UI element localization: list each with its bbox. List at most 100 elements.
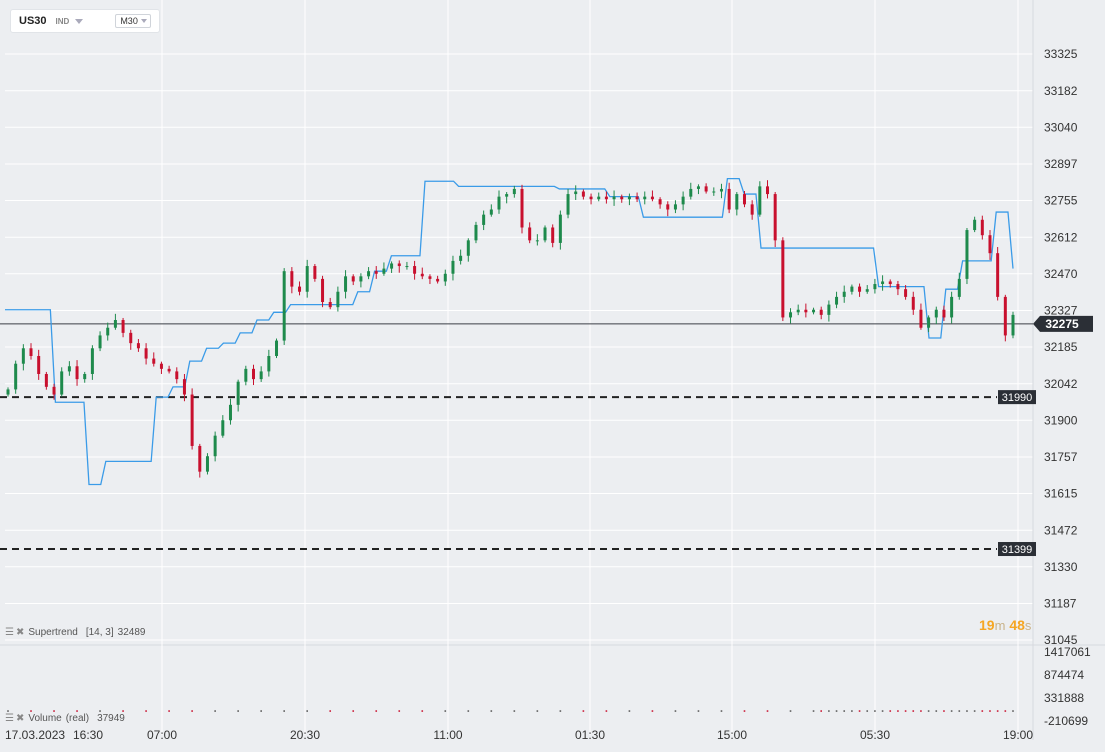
- volume-bar: [912, 710, 915, 712]
- symbol-name[interactable]: US30: [19, 15, 47, 27]
- candle-body: [298, 286, 302, 292]
- volume-bar: [920, 710, 922, 712]
- candle-body: [167, 368, 171, 372]
- candle-body: [681, 196, 685, 205]
- volume-bar: [927, 710, 930, 712]
- symbol-toolbar[interactable]: US30 IND M30: [10, 9, 160, 33]
- candle-body: [413, 266, 417, 274]
- time-tick-label: 19:00: [1003, 728, 1033, 742]
- candle-body: [497, 196, 501, 210]
- candle-body: [21, 348, 25, 364]
- candle-body: [351, 276, 355, 282]
- candle-body: [121, 320, 125, 333]
- candle-body: [551, 227, 555, 243]
- volume-bar: [1004, 710, 1007, 712]
- candle-body: [14, 363, 18, 390]
- volume-bar: [743, 710, 746, 712]
- timeframe-selector[interactable]: M30: [115, 14, 151, 28]
- candle-body: [904, 289, 908, 297]
- instrument-type: IND: [55, 16, 70, 26]
- hamburger-icon[interactable]: ☰: [5, 627, 14, 638]
- candle-body: [927, 317, 931, 328]
- chevron-down-icon[interactable]: [75, 18, 84, 24]
- candle-body: [881, 281, 885, 285]
- candle-body: [106, 327, 110, 336]
- time-tick-label: 16:30: [73, 728, 103, 742]
- candle-body: [919, 309, 923, 328]
- volume-bar: [935, 710, 938, 712]
- candle-body: [37, 355, 41, 374]
- candle-body: [589, 196, 593, 200]
- candle-body: [113, 320, 117, 328]
- indicator-value: 37949: [97, 713, 125, 724]
- close-icon[interactable]: ✖: [15, 713, 25, 724]
- price-tick-label: 32755: [1044, 194, 1078, 208]
- candle-body: [405, 266, 409, 268]
- hamburger-icon[interactable]: ☰: [5, 713, 14, 724]
- candle-body: [604, 196, 608, 200]
- time-tick-label: 17.03.2023: [5, 728, 65, 742]
- candle-body: [727, 188, 731, 210]
- candle-body: [60, 371, 64, 395]
- price-tick-label: 32185: [1044, 340, 1078, 354]
- volume-bar: [697, 710, 700, 712]
- volume-bar: [835, 710, 838, 712]
- candle-body: [812, 309, 816, 313]
- volume-series: [7, 710, 1014, 712]
- candle-body: [766, 186, 770, 195]
- volume-bar: [858, 710, 861, 712]
- price-tick-label: 32897: [1044, 157, 1078, 171]
- close-icon[interactable]: ✖: [15, 627, 25, 638]
- candlestick-series: [6, 180, 1015, 478]
- indicator-mode: (real): [65, 713, 90, 724]
- candle-body: [390, 263, 394, 269]
- volume-bar: [605, 710, 608, 712]
- candle-body: [228, 404, 232, 421]
- volume-bar: [421, 710, 424, 712]
- candle-body: [67, 366, 71, 372]
- volume-bar: [122, 710, 124, 712]
- candle-body: [321, 278, 325, 303]
- candle-body: [789, 312, 793, 318]
- candle-body: [643, 196, 647, 200]
- price-tick-label: 32327: [1044, 304, 1078, 318]
- price-tick-label: 31615: [1044, 487, 1078, 501]
- candle-body: [136, 343, 140, 349]
- candle-countdown: 19m 48s: [979, 617, 1031, 633]
- candle-body: [52, 386, 56, 395]
- candle-body: [129, 332, 133, 344]
- candle-body: [44, 373, 48, 387]
- candle-body: [175, 371, 179, 380]
- candle-body: [873, 284, 877, 290]
- volume-tick-label: 874474: [1044, 668, 1084, 682]
- volume-bar: [260, 710, 262, 712]
- candle-body: [267, 355, 271, 372]
- volume-bar: [444, 710, 447, 712]
- candle-body: [182, 379, 186, 395]
- level-label-box: [998, 390, 1036, 405]
- candle-body: [804, 309, 808, 313]
- candle-body: [597, 196, 601, 200]
- candle-body: [420, 273, 424, 277]
- time-tick-label: 20:30: [290, 728, 320, 742]
- candle-body: [942, 309, 946, 318]
- candle-body: [689, 188, 693, 197]
- volume-bar: [889, 710, 892, 712]
- candle-body: [758, 186, 762, 215]
- indicator-params: [14, 3]: [85, 627, 114, 638]
- candle-body: [673, 204, 677, 210]
- candle-body: [359, 276, 363, 282]
- volume-bar: [843, 710, 846, 712]
- candle-body: [83, 373, 87, 380]
- volume-bar: [1012, 710, 1014, 712]
- volume-tick-label: -210699: [1044, 714, 1088, 728]
- candle-body: [896, 284, 900, 290]
- candle-body: [244, 368, 248, 382]
- volume-bar: [99, 710, 101, 712]
- volume-bar: [375, 710, 378, 712]
- price-tick-label: 31330: [1044, 560, 1078, 574]
- volume-bar: [490, 710, 493, 712]
- volume-bar: [536, 710, 539, 712]
